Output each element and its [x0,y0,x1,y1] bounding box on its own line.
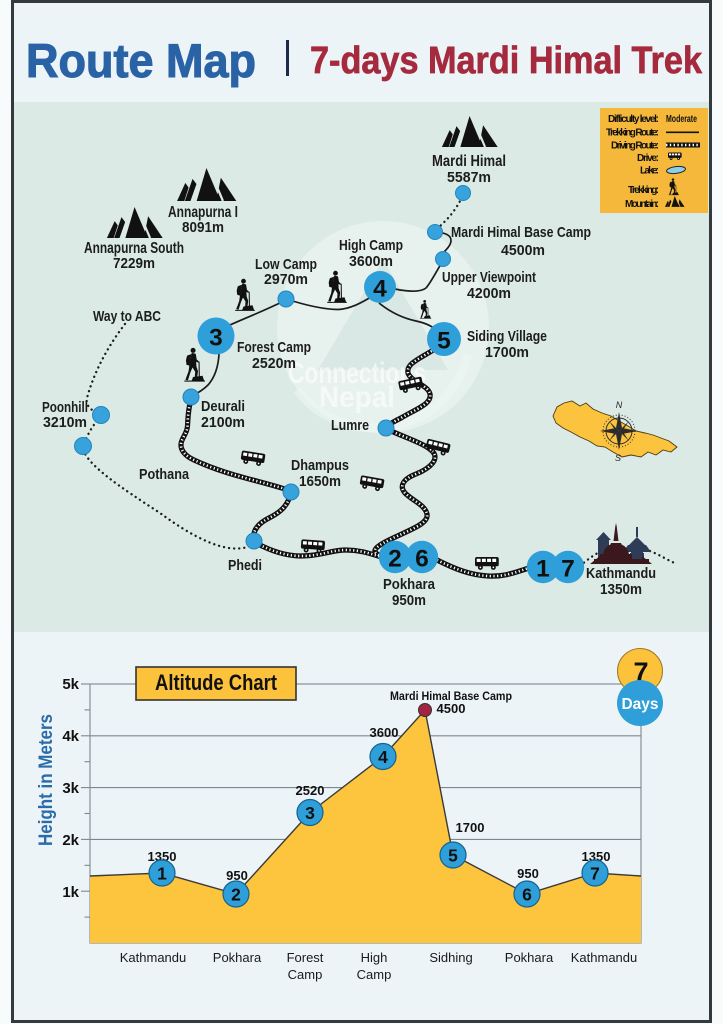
svg-text:4500m: 4500m [501,242,545,259]
svg-text:6: 6 [522,885,532,905]
svg-text:4: 4 [378,747,388,767]
svg-text:Sidhing: Sidhing [429,950,472,965]
svg-text:N: N [616,400,623,410]
svg-text:1350: 1350 [582,849,611,864]
svg-text:Moderate: Moderate [666,114,697,125]
svg-text:Camp: Camp [288,967,323,982]
svg-text:4500: 4500 [437,701,466,716]
svg-text:Trekking:: Trekking: [628,185,659,196]
svg-text:Days: Days [621,696,658,713]
svg-text:Drive:: Drive: [637,153,659,164]
svg-text:Difficulty level:: Difficulty level: [608,114,659,125]
svg-text:Dhampus: Dhampus [291,457,349,474]
svg-text:Upper Viewpoint: Upper Viewpoint [442,269,536,286]
svg-text:Kathmandu: Kathmandu [120,950,187,965]
svg-text:High Camp: High Camp [339,237,403,254]
svg-text:3k: 3k [62,780,79,797]
svg-text:S: S [615,453,621,463]
svg-text:2520m: 2520m [252,355,296,372]
svg-text:4200m: 4200m [467,285,511,302]
svg-text:1: 1 [536,556,550,583]
svg-text:3: 3 [209,325,223,352]
svg-text:3: 3 [305,803,315,823]
svg-text:2: 2 [388,546,402,573]
svg-text:2k: 2k [62,832,79,849]
svg-text:7229m: 7229m [113,255,155,272]
svg-text:3210m: 3210m [43,414,87,431]
svg-text:1650m: 1650m [299,473,341,490]
svg-text:Altitude Chart: Altitude Chart [155,670,278,695]
svg-text:Phedi: Phedi [228,557,262,574]
svg-text:Height in Meters: Height in Meters [36,714,57,846]
svg-text:1700m: 1700m [485,344,529,361]
svg-text:6: 6 [415,546,429,573]
svg-text:High: High [361,950,388,965]
svg-text:2520: 2520 [296,783,325,798]
svg-text:2: 2 [231,885,241,905]
svg-text:Nepal: Nepal [319,381,395,414]
svg-text:Pokhara: Pokhara [213,950,262,965]
svg-text:1: 1 [157,864,167,884]
svg-text:Poonhill: Poonhill [42,399,88,416]
svg-text:1350m: 1350m [600,581,642,598]
svg-text:Forest: Forest [287,950,324,965]
svg-text:2970m: 2970m [264,271,308,288]
svg-text:1700: 1700 [456,820,485,835]
svg-text:Lumre: Lumre [331,417,369,434]
svg-text:Mardi Himal Base Camp: Mardi Himal Base Camp [390,689,512,703]
svg-text:950m: 950m [392,592,426,609]
svg-text:Annapurna South: Annapurna South [84,240,184,257]
svg-text:Pokhara: Pokhara [505,950,554,965]
svg-text:5587m: 5587m [447,169,491,186]
svg-text:7: 7 [590,864,600,884]
svg-text:Mardi Himal Base Camp: Mardi Himal Base Camp [451,224,591,241]
svg-text:Low Camp: Low Camp [255,256,317,273]
svg-text:7: 7 [633,657,648,687]
svg-text:4: 4 [373,276,387,303]
svg-text:7: 7 [561,556,575,583]
svg-text:Route Map: Route Map [26,34,256,87]
svg-text:5k: 5k [62,676,79,693]
svg-text:Mardi Himal: Mardi Himal [432,153,506,170]
svg-text:5: 5 [437,328,451,355]
svg-text:Mountain:: Mountain: [625,199,659,210]
svg-text:8091m: 8091m [182,219,224,236]
svg-text:Pokhara: Pokhara [383,576,436,593]
svg-text:1350: 1350 [148,849,177,864]
svg-text:Kathmandu: Kathmandu [586,565,656,582]
svg-text:Kathmandu: Kathmandu [571,950,638,965]
svg-text:Deurali: Deurali [201,398,245,415]
svg-text:Lake:: Lake: [640,166,659,177]
svg-text:4k: 4k [62,728,79,745]
svg-text:Way to ABC: Way to ABC [93,308,161,325]
svg-text:950: 950 [517,866,539,881]
svg-text:Trekking Route:: Trekking Route: [606,128,659,139]
svg-text:3600: 3600 [370,725,399,740]
svg-text:Annapurna I: Annapurna I [168,204,238,221]
svg-text:950: 950 [226,868,248,883]
svg-text:Forest Camp: Forest Camp [237,339,311,356]
svg-text:Camp: Camp [357,967,392,982]
svg-text:5: 5 [448,846,458,866]
svg-text:Pothana: Pothana [139,466,190,483]
svg-text:3600m: 3600m [349,253,393,270]
svg-text:Siding Village: Siding Village [467,328,547,345]
svg-text:Driving Route:: Driving Route: [611,141,659,152]
svg-text:2100m: 2100m [201,414,245,431]
svg-text:7-days Mardi Himal Trek: 7-days Mardi Himal Trek [310,40,703,82]
svg-text:1k: 1k [62,884,79,901]
